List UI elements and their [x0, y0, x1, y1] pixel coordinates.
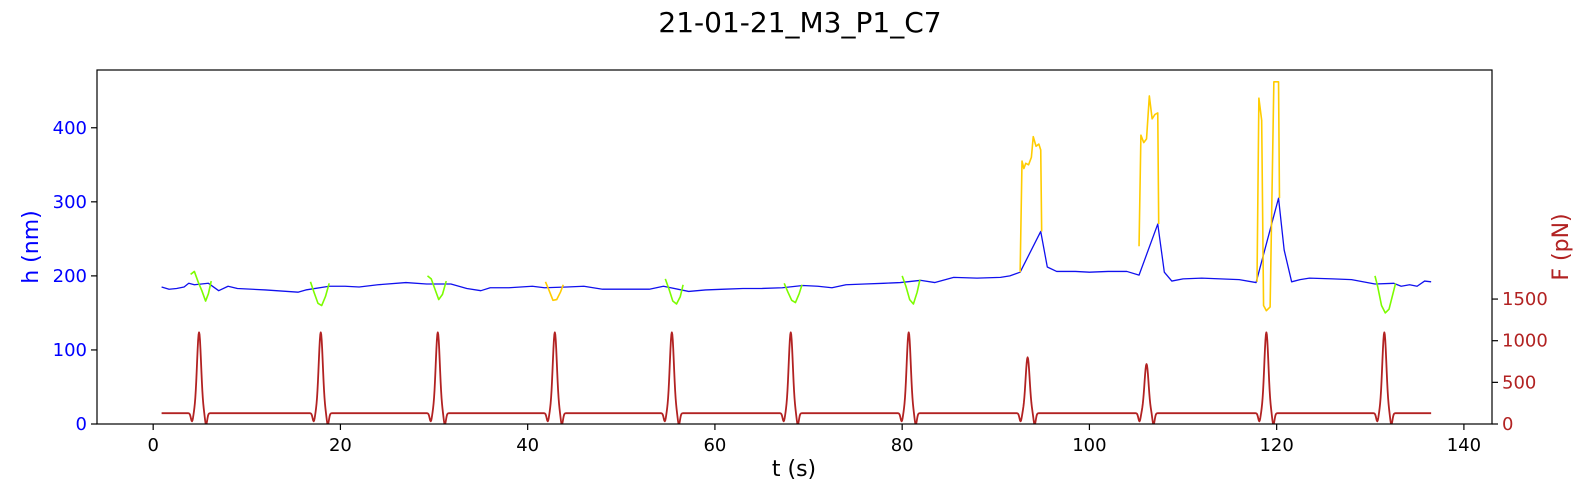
y-left-tick-label: 400 — [53, 118, 87, 139]
height-series-line-10 — [1256, 81, 1281, 312]
height-series-line-1 — [190, 270, 213, 302]
height-series-line-4 — [544, 281, 564, 302]
x-tick-label: 100 — [1072, 435, 1106, 456]
y-left-tick-label: 0 — [76, 414, 87, 435]
y-left-tick-label: 200 — [53, 266, 87, 287]
x-tick-label: 120 — [1259, 435, 1293, 456]
height-series-line-0 — [161, 197, 1432, 293]
y-axis-label-right: F (pN) — [1549, 213, 1574, 280]
height-series-line-11 — [1374, 275, 1397, 314]
y-left-tick-label: 300 — [53, 192, 87, 213]
y-right-tick-label: 1000 — [1502, 331, 1548, 352]
height-series-line-2 — [309, 281, 330, 307]
x-tick-label: 40 — [516, 435, 539, 456]
x-axis-label: t (s) — [772, 457, 816, 482]
x-tick-label: 0 — [147, 435, 158, 456]
y-right-tick-label: 1500 — [1502, 289, 1548, 310]
height-series-line-8 — [1019, 135, 1043, 273]
height-series-line-6 — [783, 282, 803, 304]
y-left-tick-label: 100 — [53, 340, 87, 361]
y-axis-label-left: h (nm) — [19, 210, 44, 283]
height-series-line-7 — [901, 275, 921, 305]
x-tick-label: 20 — [329, 435, 352, 456]
force-series-line — [161, 331, 1432, 424]
chart-title: 21-01-21_M3_P1_C7 — [658, 6, 941, 39]
x-tick-label: 60 — [703, 435, 726, 456]
height-series-line-5 — [664, 278, 684, 305]
height-series-line-3 — [426, 275, 447, 301]
height-series-line-9 — [1138, 95, 1160, 247]
y-right-tick-label: 500 — [1502, 372, 1536, 393]
x-tick-label: 80 — [891, 435, 914, 456]
x-tick-label: 140 — [1447, 435, 1481, 456]
y-right-tick-label: 0 — [1502, 414, 1513, 435]
plot-frame — [96, 69, 1493, 425]
